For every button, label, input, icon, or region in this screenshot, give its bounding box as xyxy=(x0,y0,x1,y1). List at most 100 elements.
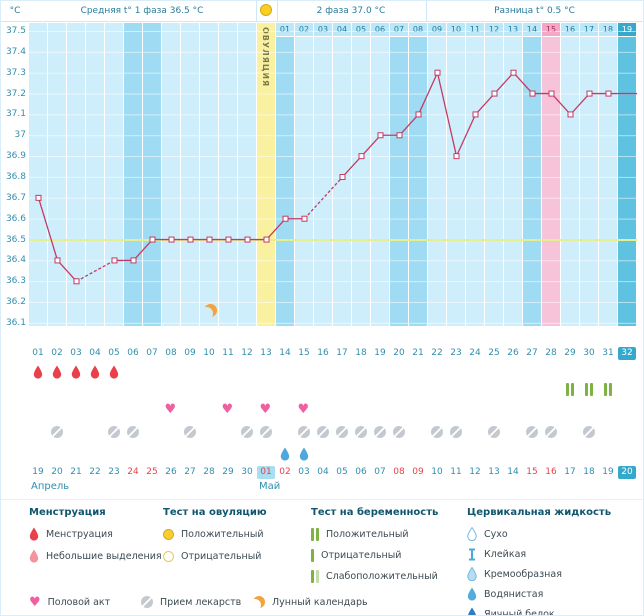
cycle-day-cell-21[interactable]: 21 xyxy=(412,348,424,358)
legend-ovulation-test-label: Отрицательный xyxy=(181,550,262,562)
drop-red-icon xyxy=(29,527,39,541)
date-cell-2[interactable]: 20 xyxy=(51,467,63,477)
cycle-day-cell-13[interactable]: 13 xyxy=(260,348,272,358)
date-cell-19[interactable]: 07 xyxy=(374,467,386,477)
cycle-day-cell-18[interactable]: 18 xyxy=(355,348,367,358)
date-cell-7[interactable]: 25 xyxy=(146,467,158,477)
cycle-day-cell-8[interactable]: 08 xyxy=(165,348,177,358)
cycle-day-cell-14[interactable]: 14 xyxy=(279,348,291,358)
legend-cervical-fluid: Цервикальная жидкость Сухо Клейкая Кремооб… xyxy=(467,507,612,616)
cycle-day-cell-28[interactable]: 28 xyxy=(545,348,557,358)
legend-bottom-label: Половой акт xyxy=(47,597,111,608)
cycle-day-cell-30[interactable]: 30 xyxy=(583,348,595,358)
cycle-day-cell-26[interactable]: 26 xyxy=(507,348,519,358)
cycle-day-cell-11[interactable]: 11 xyxy=(222,348,234,358)
date-cell-23[interactable]: 11 xyxy=(450,467,462,477)
y-tick-36.2: 36.2 xyxy=(5,297,26,308)
cycle-day-cell-27[interactable]: 27 xyxy=(526,348,538,358)
medication-pill-icon xyxy=(355,426,367,438)
date-cell-6[interactable]: 24 xyxy=(127,467,139,477)
date-cell-16[interactable]: 04 xyxy=(317,467,329,477)
circle-outline-icon xyxy=(163,550,174,562)
cycle-day-cell-32[interactable]: 32 xyxy=(618,347,636,360)
date-cell-29[interactable]: 17 xyxy=(564,467,576,477)
cycle-day-cell-23[interactable]: 23 xyxy=(450,348,462,358)
legend-menstruation-item: Менструация xyxy=(29,527,162,541)
y-tick-36.6: 36.6 xyxy=(5,213,26,224)
date-cell-12[interactable]: 30 xyxy=(241,467,253,477)
date-cell-1[interactable]: 19 xyxy=(32,467,44,477)
y-tick-36.9: 36.9 xyxy=(5,151,26,162)
cycle-day-cell-10[interactable]: 10 xyxy=(203,348,215,358)
y-tick-37.5: 37.5 xyxy=(5,26,26,36)
legend-ovulation-test-title: Тест на овуляцию xyxy=(163,507,267,518)
legend-menstruation-title: Менструация xyxy=(29,507,106,518)
date-cell-15[interactable]: 03 xyxy=(298,467,310,477)
y-tick-37.2: 37.2 xyxy=(5,88,26,99)
date-cell-28[interactable]: 16 xyxy=(545,467,557,477)
date-cell-24[interactable]: 12 xyxy=(469,467,481,477)
date-cell-32[interactable]: 20 xyxy=(618,466,636,479)
date-cell-20[interactable]: 08 xyxy=(393,467,405,477)
date-cell-30[interactable]: 18 xyxy=(583,467,595,477)
date-cell-17[interactable]: 05 xyxy=(336,467,348,477)
cycle-day-cell-2[interactable]: 02 xyxy=(51,348,63,358)
cycle-day-cell-31[interactable]: 31 xyxy=(602,348,614,358)
cycle-day-cell-7[interactable]: 07 xyxy=(146,348,158,358)
legend-cervical-label: Кремообразная xyxy=(484,568,562,580)
date-cell-9[interactable]: 27 xyxy=(184,467,196,477)
date-cell-27[interactable]: 15 xyxy=(526,467,538,477)
cycle-day-cell-1[interactable]: 01 xyxy=(32,348,44,358)
medication-pill-icon xyxy=(184,426,196,438)
legend-pregnancy-test: Тест на беременность Положительный Отрица… xyxy=(311,507,438,590)
date-cell-3[interactable]: 21 xyxy=(70,467,82,477)
legend: Менструация Менструация Небольшие выделен… xyxy=(1,499,643,616)
date-cell-11[interactable]: 29 xyxy=(222,467,234,477)
cycle-day-cell-20[interactable]: 20 xyxy=(393,348,405,358)
chart-area: 37.5 37.4 37.3 37.2 37.1 37 36.9 36.8 36.7 36.6 36… xyxy=(1,21,643,342)
y-tick-37: 37 xyxy=(14,130,26,141)
cycle-day-cell-4[interactable]: 04 xyxy=(89,348,101,358)
cycle-day-cell-16[interactable]: 16 xyxy=(317,348,329,358)
cycle-day-cell-6[interactable]: 06 xyxy=(127,348,139,358)
phase2-average: 2 фаза 37.0 °C xyxy=(316,6,386,16)
cycle-day-cell-17[interactable]: 17 xyxy=(336,348,348,358)
menstruation-drop-icon xyxy=(52,365,62,379)
date-cell-22[interactable]: 10 xyxy=(431,467,443,477)
cycle-day-cell-12[interactable]: 12 xyxy=(241,348,253,358)
cycle-day-cell-19[interactable]: 19 xyxy=(374,348,386,358)
cycle-day-cell-5[interactable]: 05 xyxy=(108,348,120,358)
date-cell-21[interactable]: 09 xyxy=(412,467,424,477)
medication-pill-icon xyxy=(393,426,405,438)
date-cell-26[interactable]: 14 xyxy=(507,467,519,477)
bars-negative-icon xyxy=(311,548,314,562)
cycle-day-cell-25[interactable]: 25 xyxy=(488,348,500,358)
legend-cervical-label: Яичный белок xyxy=(484,608,555,616)
legend-cervical-item: Яичный белок xyxy=(467,607,611,616)
cycle-day-cell-24[interactable]: 24 xyxy=(469,348,481,358)
date-cell-10[interactable]: 28 xyxy=(203,467,215,477)
date-cell-8[interactable]: 26 xyxy=(165,467,177,477)
cycle-day-cell-15[interactable]: 15 xyxy=(298,348,310,358)
cycle-day-cell-22[interactable]: 22 xyxy=(431,348,443,358)
cycle-day-cell-9[interactable]: 09 xyxy=(184,348,196,358)
legend-pregnancy-test-label: Слабоположительный xyxy=(326,570,438,582)
cycle-day-cell-3[interactable]: 03 xyxy=(70,348,82,358)
legend-cervical-fluid-title: Цервикальная жидкость xyxy=(467,507,612,518)
phase1-average: Средняя t° 1 фаза 36.5 °C xyxy=(80,6,204,16)
y-tick-36.3: 36.3 xyxy=(5,276,26,287)
month-label: Май xyxy=(259,481,281,492)
date-cell-18[interactable]: 06 xyxy=(355,467,367,477)
date-cell-13[interactable]: 01 xyxy=(257,466,275,479)
date-cell-5[interactable]: 23 xyxy=(108,467,120,477)
date-cell-31[interactable]: 19 xyxy=(602,467,614,477)
date-cell-14[interactable]: 02 xyxy=(279,467,291,477)
legend-pregnancy-test-title: Тест на беременность xyxy=(311,507,439,518)
date-cell-25[interactable]: 13 xyxy=(488,467,500,477)
cycle-day-cell-29[interactable]: 29 xyxy=(564,348,576,358)
legend-ovulation-test-item: Отрицательный xyxy=(163,549,267,563)
y-tick-36.5: 36.5 xyxy=(5,234,26,245)
medication-pill-icon xyxy=(526,426,538,438)
date-cell-4[interactable]: 22 xyxy=(89,467,101,477)
cycle-day-row: 01 02 03 04 05 06 07 08 09 10 11 12 13 14 15 16 17 18 19 20… xyxy=(1,347,643,361)
